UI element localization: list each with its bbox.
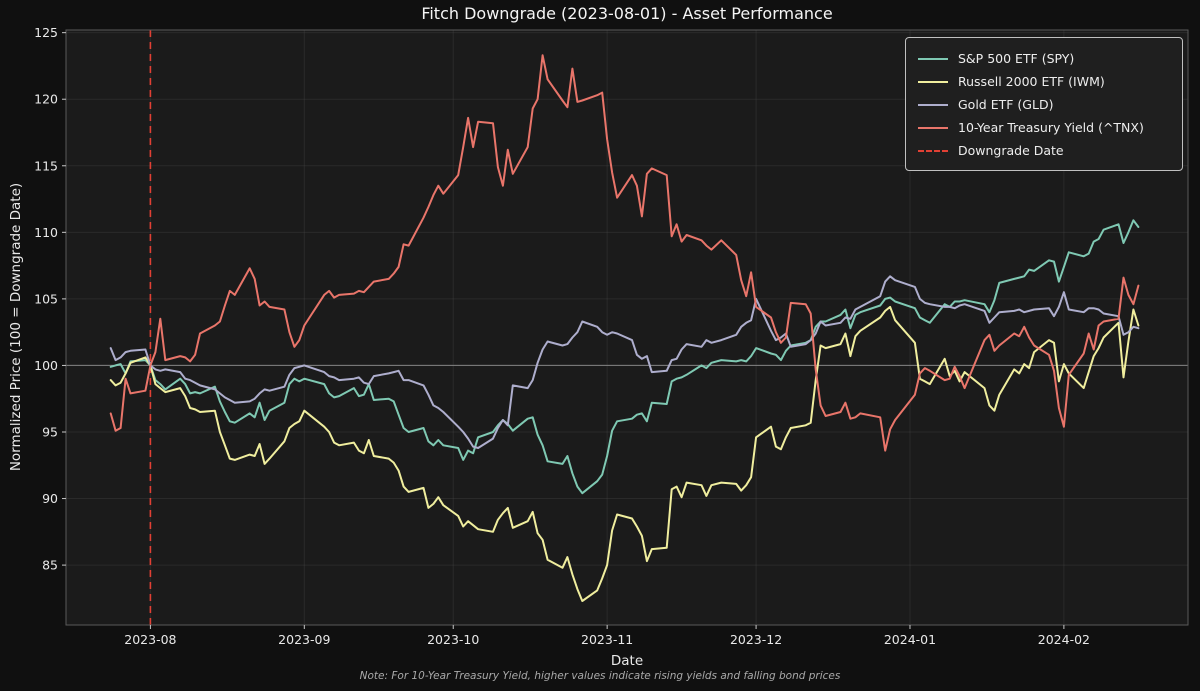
data-series bbox=[109, 54, 1140, 602]
y-tick-label: 90 bbox=[42, 491, 58, 506]
legend-label: 10-Year Treasury Yield (^TNX) bbox=[958, 120, 1144, 135]
y-tick-label: 115 bbox=[34, 158, 58, 173]
axis-ticks: 2023-08 2023-09 2023-10 2023-11 2023-12 2024-… bbox=[34, 25, 1090, 647]
x-tick-label: 2023-11 bbox=[581, 632, 633, 647]
legend-item: 10-Year Treasury Yield (^TNX) bbox=[918, 116, 1170, 139]
x-tick-label: 2023-09 bbox=[278, 632, 330, 647]
legend-label: S&P 500 ETF (SPY) bbox=[958, 51, 1075, 66]
x-tick-label: 2023-10 bbox=[427, 632, 479, 647]
legend-item: Downgrade Date bbox=[918, 139, 1170, 162]
y-tick-label: 85 bbox=[42, 558, 58, 573]
x-tick-label: 2023-08 bbox=[124, 632, 176, 647]
x-tick-label: 2023-12 bbox=[730, 632, 782, 647]
legend-label: Russell 2000 ETF (IWM) bbox=[958, 74, 1105, 89]
annotation-lines bbox=[66, 30, 1188, 625]
series-line-4 bbox=[109, 54, 1140, 452]
y-tick-label: 110 bbox=[34, 225, 58, 240]
series-line-3 bbox=[109, 275, 1140, 449]
y-tick-label: 100 bbox=[34, 358, 58, 373]
y-axis-label: Normalized Price (100 = Downgrade Date) bbox=[8, 183, 24, 471]
legend-item: Gold ETF (GLD) bbox=[918, 93, 1170, 116]
legend-line-swatch-icon bbox=[918, 149, 948, 152]
series-line-1 bbox=[109, 219, 1140, 495]
legend-line-swatch-icon bbox=[918, 126, 948, 129]
legend-label: Downgrade Date bbox=[958, 143, 1064, 158]
x-axis-label: Date bbox=[611, 653, 643, 669]
axes-spines bbox=[65, 29, 1189, 626]
legend-line-swatch-icon bbox=[918, 57, 948, 60]
legend-label: Gold ETF (GLD) bbox=[958, 97, 1054, 112]
legend-line-swatch-icon bbox=[918, 103, 948, 106]
series-line-2 bbox=[109, 305, 1140, 602]
x-tick-label: 2024-02 bbox=[1038, 632, 1090, 647]
chart-legend: S&P 500 ETF (SPY) Russell 2000 ETF (IWM) G… bbox=[905, 37, 1183, 171]
legend-line-swatch-icon bbox=[918, 80, 948, 83]
legend-item: Russell 2000 ETF (IWM) bbox=[918, 70, 1170, 93]
y-tick-label: 125 bbox=[34, 25, 58, 40]
y-tick-label: 95 bbox=[42, 424, 58, 439]
legend-item: S&P 500 ETF (SPY) bbox=[918, 47, 1170, 70]
chart-title: Fitch Downgrade (2023-08-01) - Asset Per… bbox=[421, 4, 832, 23]
x-tick-label: 2024-01 bbox=[884, 632, 936, 647]
y-tick-label: 120 bbox=[34, 92, 58, 107]
y-tick-label: 105 bbox=[34, 291, 58, 306]
footnote: Note: For 10-Year Treasury Yield, higher… bbox=[360, 670, 841, 682]
